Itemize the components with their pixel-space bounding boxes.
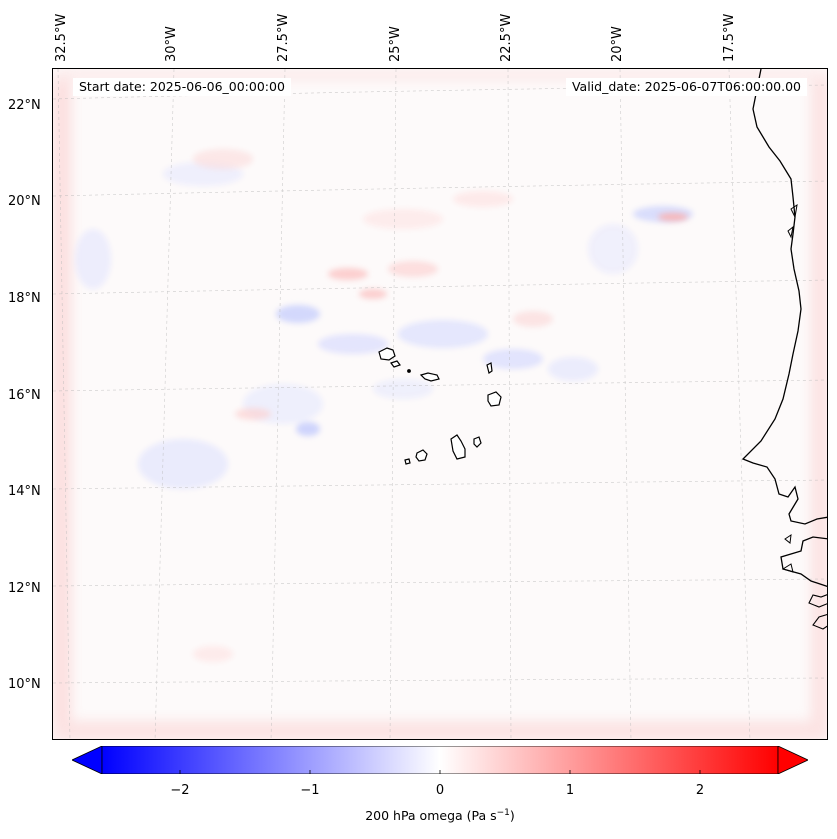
colorbar-low-extend [72,746,103,774]
island-boa-vista [487,391,502,407]
longitude-label: 32.5°W [54,13,69,62]
island-sao-vicente [390,360,401,368]
island-santo-antao [378,347,396,361]
cape-verde-islands [378,347,502,465]
latitude-label: 12°N [8,581,41,596]
latitude-label: 18°N [8,291,41,306]
longitude-label: 30°W [164,26,179,62]
colorbar-tick-label: −1 [300,783,320,798]
map-canvas [53,69,827,739]
colorbar-tick-label: 0 [435,783,445,798]
latitude-label: 14°N [8,484,41,499]
island-maio [473,436,482,448]
graticule [53,69,827,739]
colorbar-tick-label: −2 [170,783,190,798]
colorbar-label: 200 hPa omega (Pa s−1) [365,808,515,824]
latitude-label: 22°N [8,98,41,113]
colorbar-tick-label: 2 [695,783,705,798]
island-sal [486,362,493,374]
colorbar-high-extend [777,746,808,774]
coastal-islands [781,203,798,573]
island-brava [404,458,411,465]
longitude-label: 17.5°W [722,13,737,62]
longitude-label: 20°W [610,26,625,62]
start-date-label: Start date: 2025-06-06_00:00:00 [73,78,291,96]
latitude-label: 10°N [8,677,41,692]
valid-date-label: Valid_date: 2025-06-07T06:00:00.00 [565,78,807,96]
africa-coastline [741,69,827,525]
longitude-label: 25°W [388,26,403,62]
longitude-label: 27.5°W [276,13,291,62]
omega-field-blue-patches [75,162,693,489]
colorbar-body [101,746,779,774]
latitude-label: 20°N [8,194,41,209]
africa-coastline-guinea [808,594,827,630]
island-fogo [415,449,428,462]
omega-field-red-patches [193,149,688,662]
island-sao-nicolau [419,372,440,382]
colorbar-tick-label: 1 [565,783,575,798]
colorbar [72,746,808,774]
island-santa-luzia [407,369,411,373]
latitude-label: 16°N [8,388,41,403]
map-panel [52,68,828,740]
island-santiago [450,434,466,460]
longitude-label: 22.5°W [499,13,514,62]
africa-coastline-south [780,536,827,588]
